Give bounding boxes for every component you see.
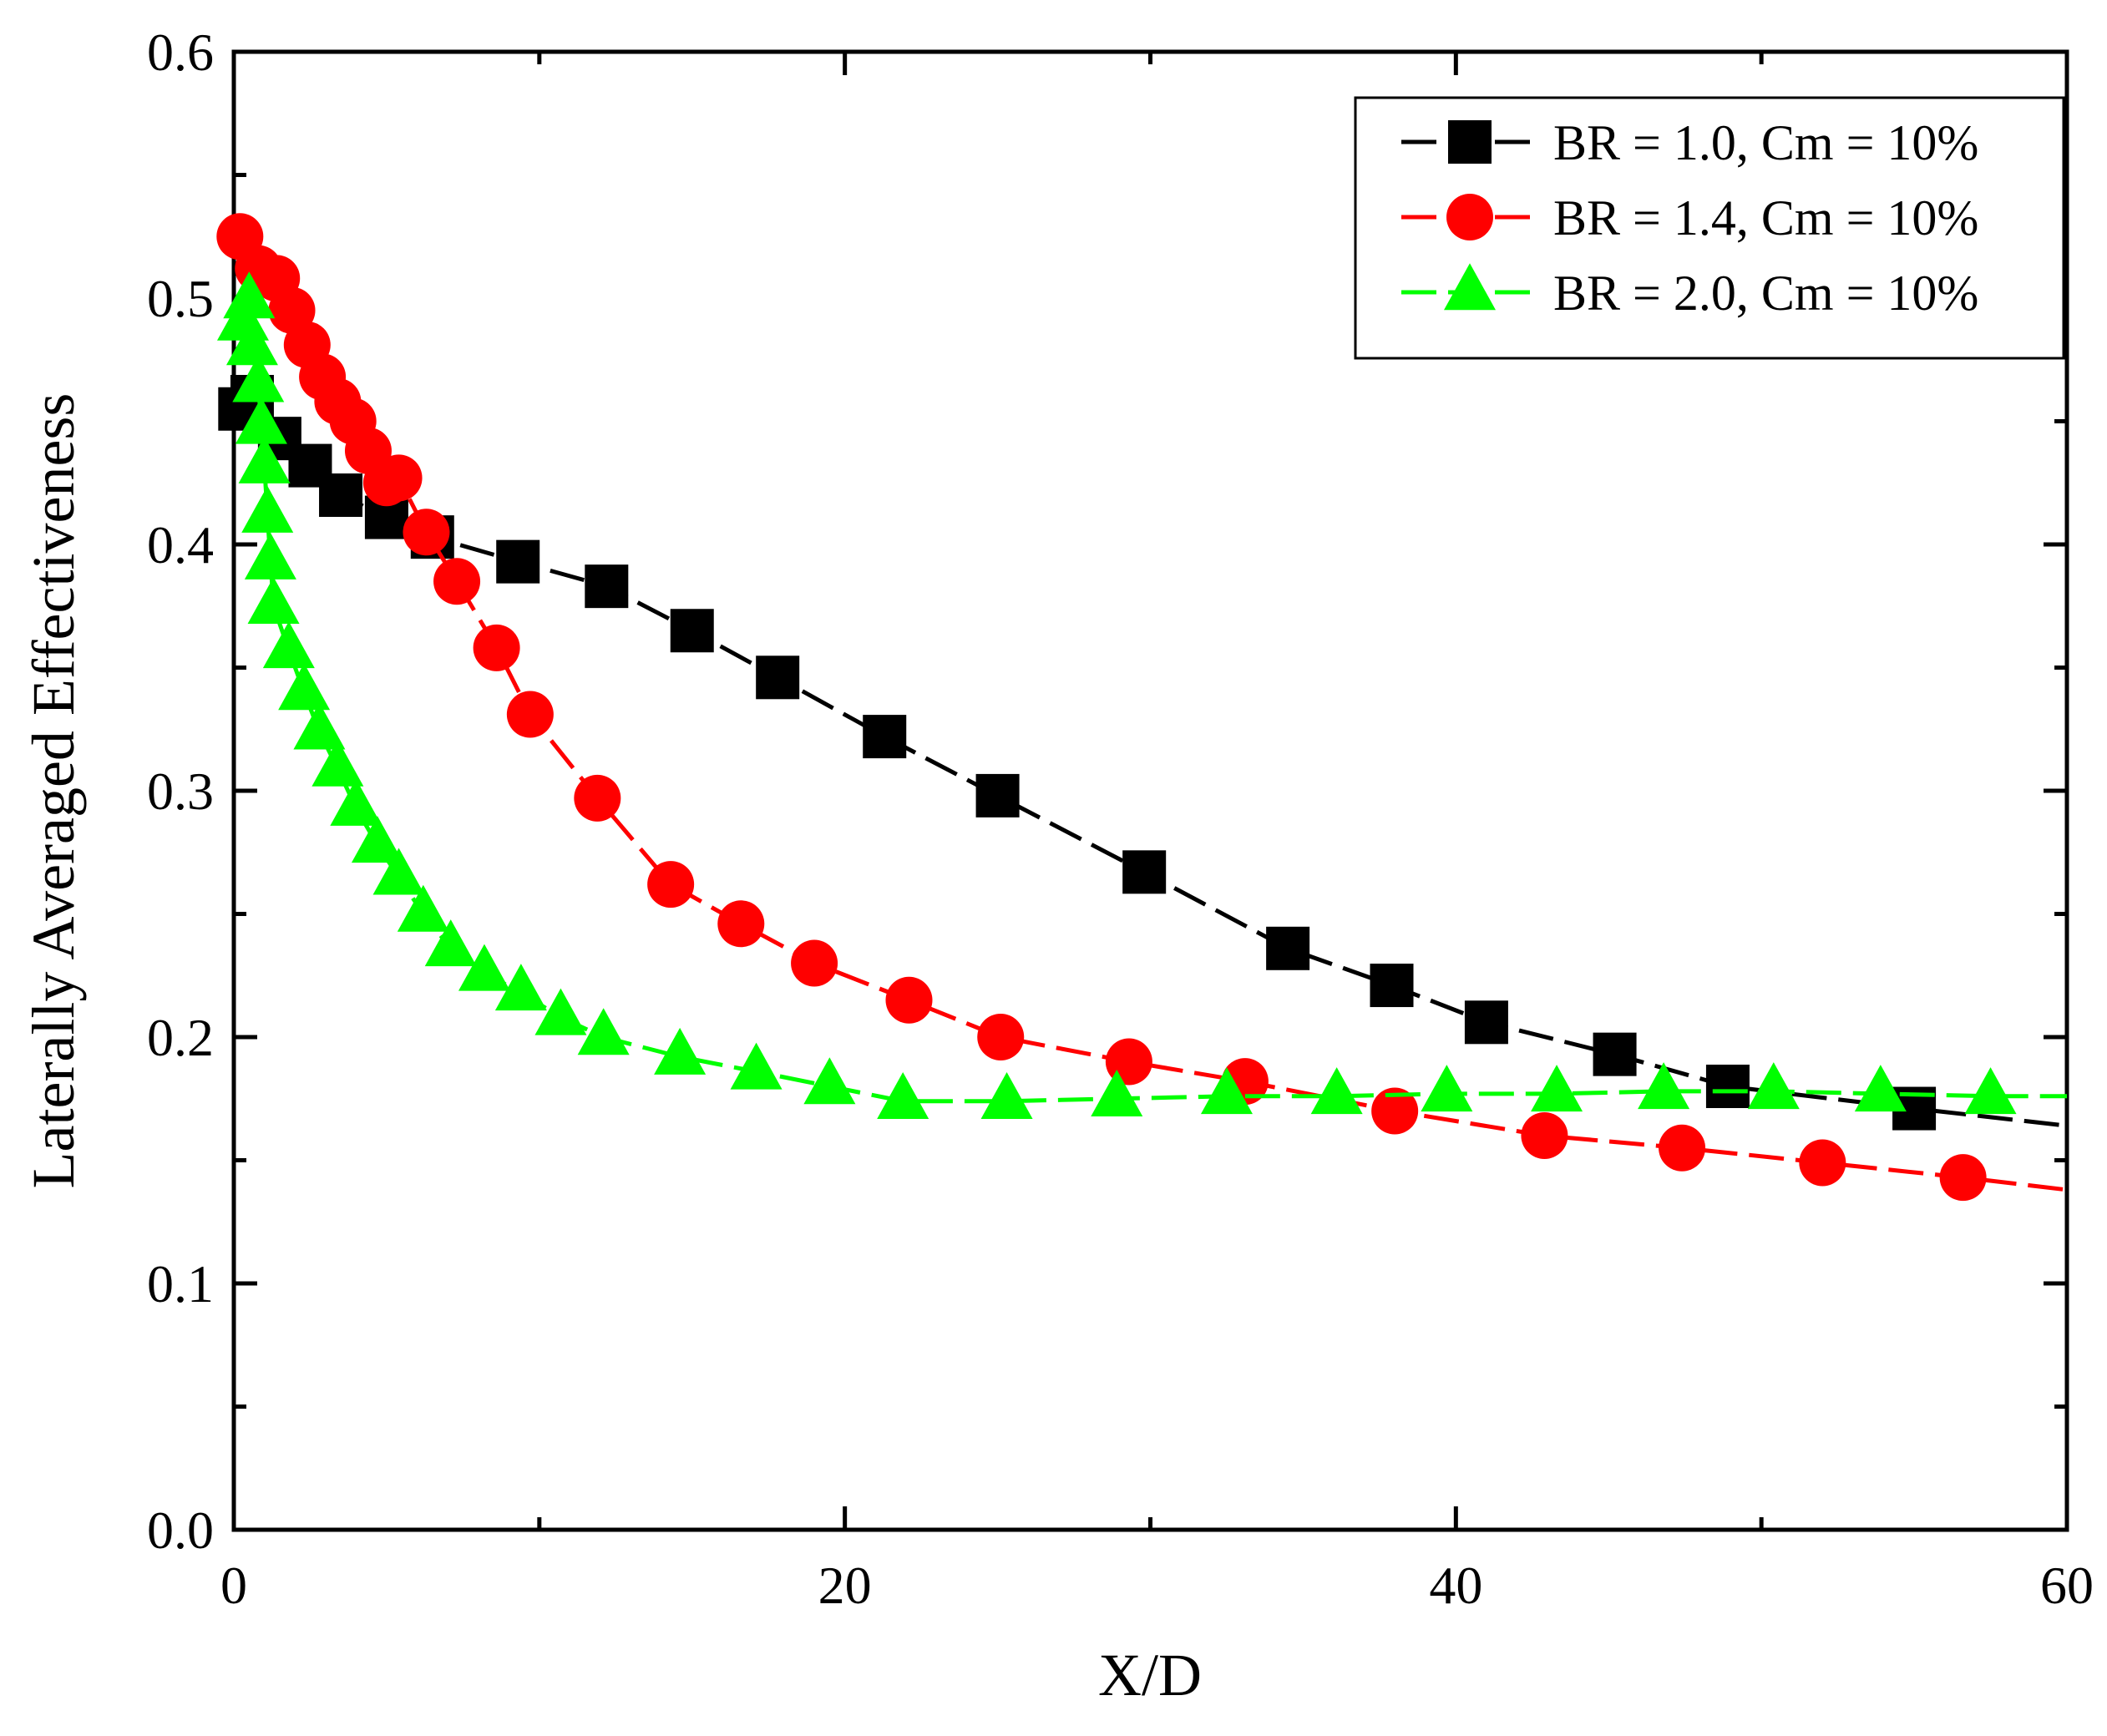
data-point: [1638, 1062, 1690, 1110]
data-point: [311, 739, 364, 787]
data-point: [232, 355, 285, 402]
legend-item: BR = 2.0, Cm = 10%: [1401, 263, 1978, 321]
y-axis-title: Laterally Averaged Effectiveness: [20, 393, 87, 1189]
data-point: [1659, 1124, 1706, 1172]
data-point: [717, 900, 765, 948]
data-point: [433, 558, 481, 605]
y-tick-label: 0.0: [147, 1501, 214, 1560]
data-point: [238, 436, 291, 483]
x-tick-label: 40: [1429, 1556, 1482, 1615]
y-tick-label: 0.5: [147, 269, 214, 328]
data-point: [1747, 1062, 1800, 1110]
data-point: [1266, 926, 1310, 970]
data-point: [585, 564, 629, 609]
data-point: [1854, 1065, 1907, 1112]
data-point: [319, 473, 363, 517]
x-axis-title: X/D: [1098, 1642, 1202, 1708]
data-point: [458, 944, 510, 991]
data-point: [1521, 1112, 1568, 1159]
data-point: [494, 964, 547, 1011]
data-point: [1939, 1154, 1987, 1202]
data-point: [351, 816, 403, 863]
data-point: [977, 1014, 1025, 1060]
data-point: [372, 848, 425, 895]
data-point: [654, 1027, 707, 1075]
legend-item: BR = 1.0, Cm = 10%: [1401, 115, 1978, 170]
data-point: [424, 919, 477, 967]
legend: BR = 1.0, Cm = 10% BR = 1.4, Cm = 10% BR =…: [1354, 96, 2065, 360]
legend-label: BR = 1.0, Cm = 10%: [1553, 115, 1978, 170]
data-point: [1531, 1065, 1583, 1112]
data-point: [375, 454, 423, 502]
data-point: [241, 485, 294, 533]
data-point: [278, 663, 331, 711]
data-point: [1122, 850, 1167, 894]
data-point: [670, 609, 714, 653]
data-point: [730, 1042, 783, 1090]
y-tick-label: 0.1: [147, 1254, 214, 1313]
data-point: [225, 318, 278, 366]
y-tick-label: 0.3: [147, 762, 214, 821]
data-point: [1091, 1070, 1143, 1117]
data-point: [534, 988, 587, 1035]
data-point: [980, 1071, 1033, 1119]
data-point: [1964, 1067, 2017, 1115]
data-point: [262, 621, 315, 669]
data-point: [885, 976, 933, 1024]
data-point: [403, 509, 450, 556]
axis-tick-labels: 0 20 40 60 0.0 0.1 0.2 0.3 0.4 0.5 0.6: [147, 23, 2094, 1615]
data-point: [791, 939, 838, 987]
legend-items: BR = 1.0, Cm = 10% BR = 1.4, Cm = 10% BR =…: [1401, 115, 1978, 321]
data-point: [506, 691, 554, 738]
data-point: [863, 715, 907, 759]
x-tick-label: 60: [2040, 1556, 2094, 1615]
data-point: [223, 271, 276, 319]
data-point: [496, 539, 540, 584]
y-tick-label: 0.2: [147, 1008, 214, 1067]
data-point: [473, 624, 520, 671]
data-point: [1421, 1065, 1473, 1112]
data-point: [574, 774, 621, 822]
data-point: [235, 397, 287, 444]
legend-marker: [1448, 120, 1492, 164]
data-point: [1705, 1065, 1750, 1108]
data-point: [647, 861, 695, 908]
legend-marker: [1444, 263, 1496, 311]
data-point: [1310, 1067, 1363, 1115]
data-point: [1464, 1000, 1508, 1045]
legend-item: BR = 1.4, Cm = 10%: [1401, 190, 1978, 245]
data-point: [756, 655, 800, 700]
data-point: [293, 702, 346, 750]
data-point: [803, 1057, 856, 1105]
data-point: [1370, 964, 1414, 1008]
x-tick-label: 0: [220, 1556, 247, 1615]
series-layer: [216, 213, 2068, 1202]
legend-marker: [1446, 194, 1493, 240]
data-point: [244, 532, 296, 580]
data-point: [877, 1071, 929, 1119]
data-point: [247, 577, 300, 625]
data-point: [1371, 1087, 1419, 1135]
data-point: [975, 773, 1020, 817]
data-point: [577, 1008, 630, 1055]
data-point: [1799, 1139, 1846, 1187]
data-point: [397, 884, 449, 932]
data-point: [1200, 1067, 1253, 1115]
y-tick-label: 0.6: [147, 23, 214, 82]
y-tick-label: 0.4: [147, 515, 214, 574]
legend-label: BR = 2.0, Cm = 10%: [1553, 266, 1978, 321]
data-point: [1593, 1032, 1637, 1076]
legend-label: BR = 1.4, Cm = 10%: [1553, 190, 1978, 245]
data-point: [330, 778, 382, 826]
x-tick-label: 20: [818, 1556, 872, 1615]
series-3: [216, 271, 2067, 1119]
